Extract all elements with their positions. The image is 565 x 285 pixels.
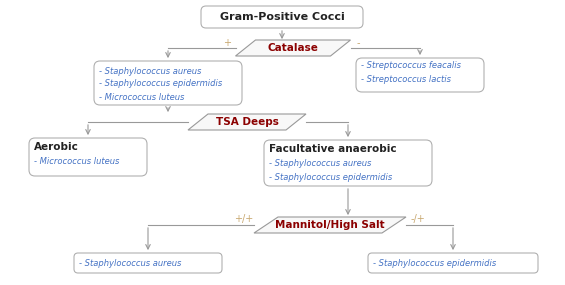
Polygon shape — [236, 40, 350, 56]
FancyBboxPatch shape — [74, 253, 222, 273]
Text: -/+: -/+ — [411, 214, 425, 224]
FancyBboxPatch shape — [201, 6, 363, 28]
FancyBboxPatch shape — [94, 61, 242, 105]
Text: TSA Deeps: TSA Deeps — [216, 117, 279, 127]
Text: - Staphylococcus epidermidis: - Staphylococcus epidermidis — [373, 258, 496, 268]
Text: - Staphylococcus aureus: - Staphylococcus aureus — [79, 258, 181, 268]
Text: Aerobic: Aerobic — [34, 142, 79, 152]
Text: +/+: +/+ — [234, 214, 254, 224]
Text: - Micrococcus luteus: - Micrococcus luteus — [34, 156, 119, 166]
Text: Gram-Positive Cocci: Gram-Positive Cocci — [220, 12, 345, 22]
Text: Catalase: Catalase — [268, 43, 319, 53]
Text: - Micrococcus luteus: - Micrococcus luteus — [99, 93, 184, 101]
Text: - Staphylococcus epidermidis: - Staphylococcus epidermidis — [269, 172, 392, 182]
Text: Mannitol/High Salt: Mannitol/High Salt — [275, 220, 385, 230]
FancyBboxPatch shape — [368, 253, 538, 273]
FancyBboxPatch shape — [264, 140, 432, 186]
Text: -: - — [357, 38, 360, 48]
Text: - Streptococcus feacalis: - Streptococcus feacalis — [361, 62, 461, 70]
Text: Facultative anaerobic: Facultative anaerobic — [269, 144, 397, 154]
FancyBboxPatch shape — [29, 138, 147, 176]
FancyBboxPatch shape — [356, 58, 484, 92]
Text: - Staphylococcus aureus: - Staphylococcus aureus — [99, 66, 201, 76]
Text: - Streptococcus lactis: - Streptococcus lactis — [361, 76, 451, 84]
Polygon shape — [188, 114, 306, 130]
Polygon shape — [254, 217, 406, 233]
Text: - Staphylococcus epidermidis: - Staphylococcus epidermidis — [99, 80, 222, 89]
Text: - Staphylococcus aureus: - Staphylococcus aureus — [269, 158, 371, 168]
Text: +: + — [224, 38, 232, 48]
